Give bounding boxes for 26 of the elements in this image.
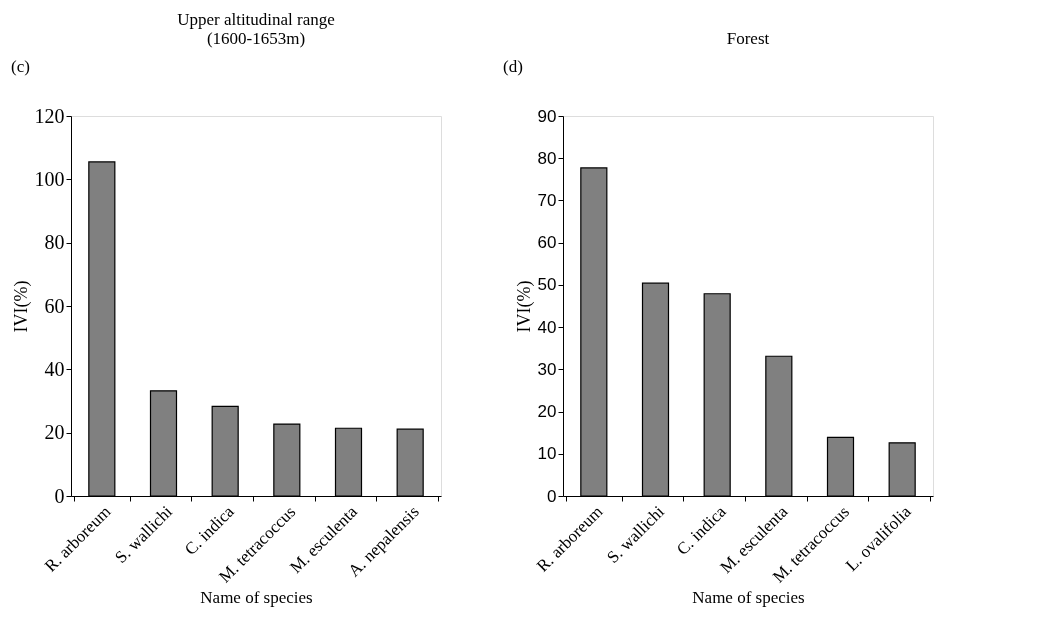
y-tick-label: 60 xyxy=(537,233,557,253)
chart-title: Forest xyxy=(726,29,770,48)
y-tick-label: 90 xyxy=(537,106,557,126)
y-tick-label: 80 xyxy=(537,148,557,168)
y-tick-label: 60 xyxy=(44,294,65,317)
y-tick-label: 10 xyxy=(537,444,557,464)
x-axis-title: Name of species xyxy=(692,587,805,607)
y-tick-label: 20 xyxy=(537,402,557,422)
y-tick-label: 30 xyxy=(537,359,557,379)
y-tick-label: 70 xyxy=(537,190,557,210)
text: (c) xyxy=(11,57,30,76)
text: (d) xyxy=(503,57,523,76)
text: Upper altitudinal range xyxy=(177,10,335,29)
y-tick-label: 0 xyxy=(547,486,557,506)
y-tick-label: 50 xyxy=(537,275,557,295)
y-tick-label: 100 xyxy=(34,167,65,190)
y-tick-label: 20 xyxy=(44,421,65,444)
y-axis-title: IVI(%) xyxy=(10,280,32,333)
y-tick-label: 0 xyxy=(54,484,65,507)
y-tick-label: 120 xyxy=(34,104,65,127)
y-tick-label: 40 xyxy=(44,357,65,380)
y-axis-title: IVI(%) xyxy=(513,280,535,333)
text: (1600-1653m) xyxy=(206,29,306,48)
x-axis-title: Name of species xyxy=(200,587,313,607)
y-tick-label: 40 xyxy=(537,317,557,337)
y-tick-label: 80 xyxy=(44,231,65,254)
